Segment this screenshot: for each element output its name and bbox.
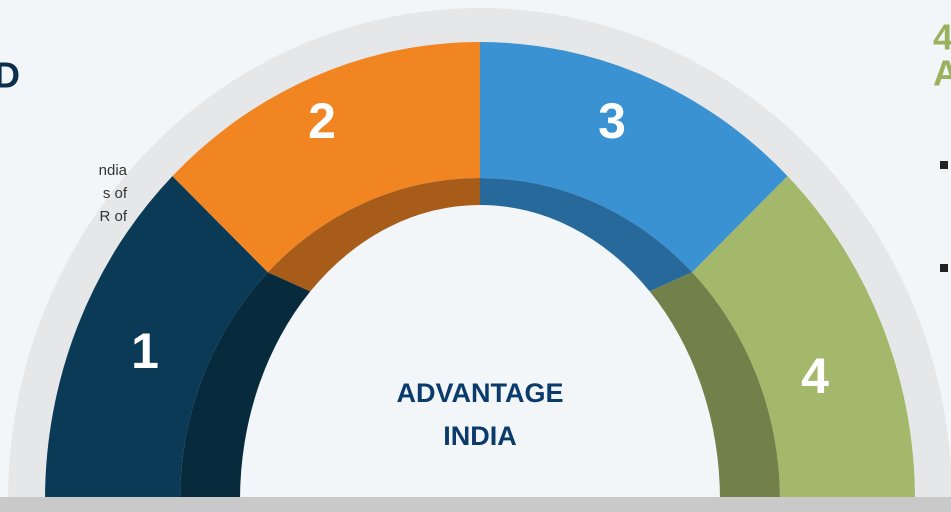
- bullet: [940, 161, 948, 169]
- base-bar: [0, 497, 951, 512]
- left-text: R of: [99, 208, 127, 225]
- bullet: [940, 264, 948, 272]
- left-text: s of: [103, 185, 128, 202]
- center-text: ADVANTAGE: [397, 378, 564, 408]
- segment-inner: [480, 178, 693, 292]
- right-heading: 4: [933, 17, 951, 58]
- segment-inner: [267, 178, 480, 292]
- segment-inner: [649, 272, 781, 500]
- segment: [480, 42, 788, 273]
- center-text: INDIA: [443, 421, 517, 451]
- dial: [8, 8, 951, 501]
- right-heading: A: [933, 53, 951, 94]
- segment-label: 3: [598, 93, 626, 149]
- segment-label: 4: [801, 348, 829, 404]
- segment-inner: [180, 272, 311, 500]
- segment-label: 2: [308, 93, 336, 149]
- segment: [45, 176, 268, 501]
- left-heading: D: [0, 55, 20, 96]
- segment-label: 1: [131, 323, 159, 379]
- segment: [692, 176, 915, 501]
- left-text: ndia: [99, 162, 128, 179]
- segment: [172, 42, 480, 273]
